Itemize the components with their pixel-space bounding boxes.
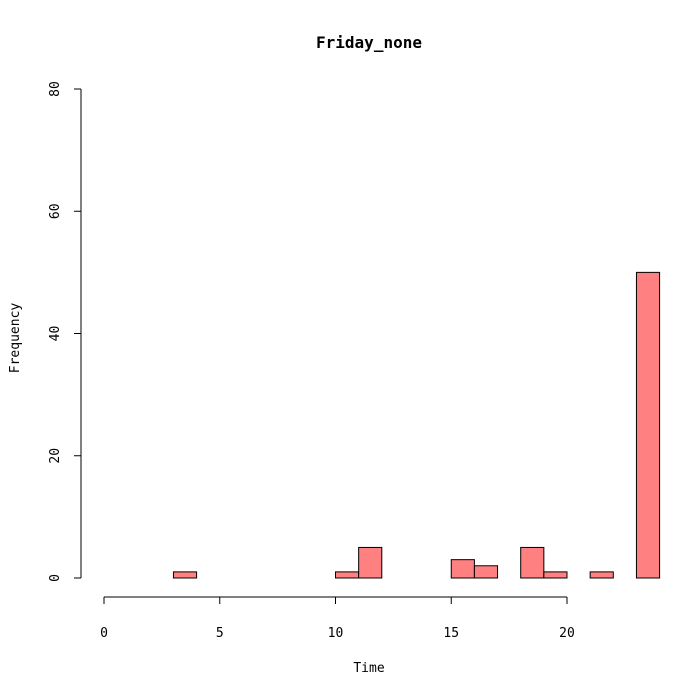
y-tick-label: 80 bbox=[48, 81, 63, 97]
y-tick-label: 0 bbox=[48, 574, 63, 582]
histogram-bar bbox=[473, 565, 499, 579]
histogram-bar bbox=[589, 571, 614, 579]
chart-title: Friday_none bbox=[316, 33, 422, 52]
histogram-bar bbox=[543, 571, 568, 579]
bars-group bbox=[172, 271, 661, 579]
histogram-bar bbox=[520, 546, 545, 579]
histogram-bar bbox=[335, 571, 360, 579]
y-axis-label: Frequency bbox=[8, 303, 23, 374]
x-axis-label: Time bbox=[353, 661, 384, 676]
y-axis: 0 20 40 60 80 bbox=[48, 81, 82, 582]
histogram-bar bbox=[450, 559, 475, 579]
x-tick-label: 20 bbox=[559, 626, 575, 641]
histogram-bar bbox=[172, 571, 198, 579]
x-tick-label: 10 bbox=[328, 626, 344, 641]
y-tick-label: 40 bbox=[48, 326, 63, 342]
histogram-bar bbox=[635, 271, 661, 579]
y-tick-label: 20 bbox=[48, 448, 63, 464]
x-tick-label: 5 bbox=[216, 626, 224, 641]
histogram-bar bbox=[358, 546, 383, 579]
x-tick-label: 0 bbox=[100, 626, 108, 641]
x-tick-label: 15 bbox=[443, 626, 459, 641]
x-axis: 0 5 10 15 20 bbox=[100, 596, 575, 641]
y-tick-label: 60 bbox=[48, 203, 63, 219]
